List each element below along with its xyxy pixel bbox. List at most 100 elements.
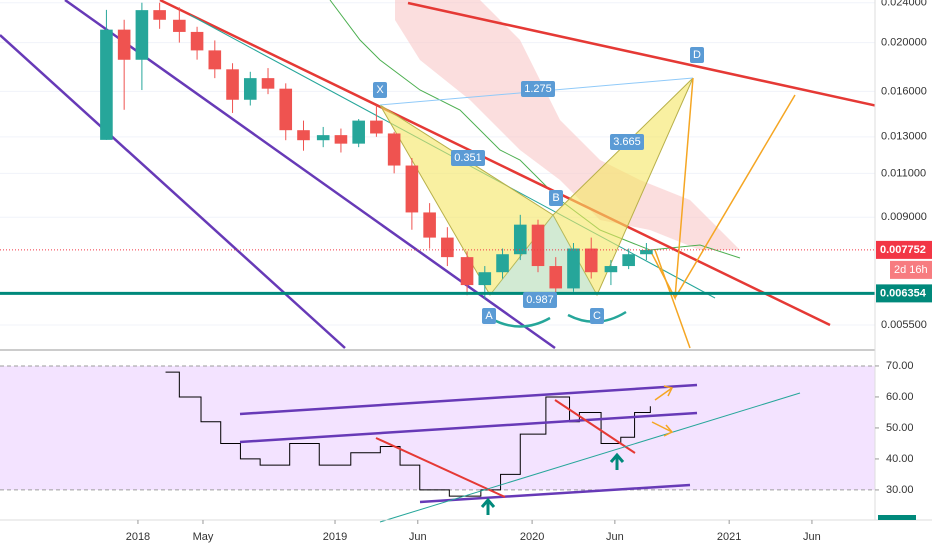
curve [489,310,627,328]
pattern-point: D [690,47,704,63]
candle-body [226,69,239,100]
price-label-text: 0.006354 [880,287,927,299]
candle-body [370,120,383,134]
x-tick-label: 2019 [323,531,347,543]
y-tick-label: 50.00 [886,422,914,434]
channel-line [239,383,698,416]
cloud [395,0,740,250]
candle-body [567,248,580,289]
candle-body [441,237,454,258]
x-tick-label: 2021 [717,531,741,543]
ratio-label: 1.275 [524,83,552,95]
candle-body [334,135,348,144]
ratio: 0.351 [451,150,485,166]
pattern-point-bg [482,308,496,324]
projection [654,249,691,349]
pattern-point-label: A [485,310,493,322]
x-tick-label: Jun [803,531,821,543]
trend-line [554,399,636,454]
projection [674,94,796,299]
price-label-bg [876,240,932,259]
channel-line [0,34,346,349]
candle-body [208,50,222,70]
x-tick-label: May [193,531,214,543]
candle-body [622,254,635,267]
rsi-line [165,371,651,497]
ratio-bg [523,292,557,308]
pattern-point-label: D [693,49,701,61]
rsi-annotations [239,383,801,523]
y-tick-label: 0.009000 [881,211,927,223]
ratio: 0.987 [523,292,557,308]
ratio-bg [610,134,644,150]
y-tick-label: 0.016000 [881,85,927,97]
price-label-bg [876,284,932,303]
candle-body [604,266,618,273]
arrow [651,385,674,437]
countdown-bg [890,260,932,279]
countdown: 2d 16h [894,264,928,276]
x-tick-label: 2020 [520,531,544,543]
candle-body [243,78,257,100]
candle-body [387,133,401,166]
ratio-label: 0.351 [454,152,482,164]
candle-body [513,224,527,255]
trend-line [407,1,932,120]
trend-line [379,392,801,523]
candle-body [297,130,310,141]
candle-body [478,272,492,286]
pattern-point-bg [590,308,604,324]
pattern-point-bg [549,190,563,206]
y-tick-label: 0.024000 [881,0,927,9]
pattern-point: B [549,190,563,206]
ratio: 1.275 [521,81,555,97]
rsi-pane [0,365,875,497]
x-tick-label: 2018 [126,531,150,543]
trend-line [375,437,506,498]
y-tick-label: 0.020000 [881,37,927,49]
pattern-point-label: C [593,310,601,322]
x-tick-label: Jun [606,531,624,543]
candle-body [135,10,149,60]
pattern-point-bg [373,82,387,98]
ratio-bg [451,150,485,166]
candle-body [405,165,419,213]
candle-body [460,257,474,286]
pattern-point-label: X [376,84,384,96]
candle-body [496,254,509,273]
y-tick-label: 0.005500 [881,319,927,331]
axis-panel [875,0,932,520]
pattern-point: C [590,308,604,324]
price-label: 0.007752 2d 16h [876,240,932,279]
pattern-point: A [482,308,496,324]
candle-body [549,266,563,289]
candle-body [423,212,436,238]
candle-body [584,248,598,273]
candle-body [640,249,653,255]
candle-body [279,88,293,131]
ratio-label: 3.665 [613,136,641,148]
candle-body [190,31,204,51]
ratio-bg [521,81,555,97]
candle-body [100,29,113,140]
pattern-point-label: B [552,192,559,204]
y-tick-label: 0.011000 [881,167,926,179]
candle-body [153,10,166,20]
y-tick-label: 40.00 [886,453,914,465]
y-tick-label: 30.00 [886,484,914,496]
y-tick-label: 70.00 [886,360,914,372]
x-tick-label: Jun [409,531,427,543]
candle-body [531,224,545,267]
price-label-text: 0.007752 [880,244,926,256]
rsi-band [0,365,875,490]
candle-body [316,135,330,141]
candle-body [173,19,186,32]
candle-body [352,120,365,144]
channel-line [239,411,698,444]
marker [878,515,916,520]
ratio-label: 0.987 [526,294,554,306]
price-label: 0.006354 [876,284,932,303]
pattern-point-bg [690,47,704,63]
